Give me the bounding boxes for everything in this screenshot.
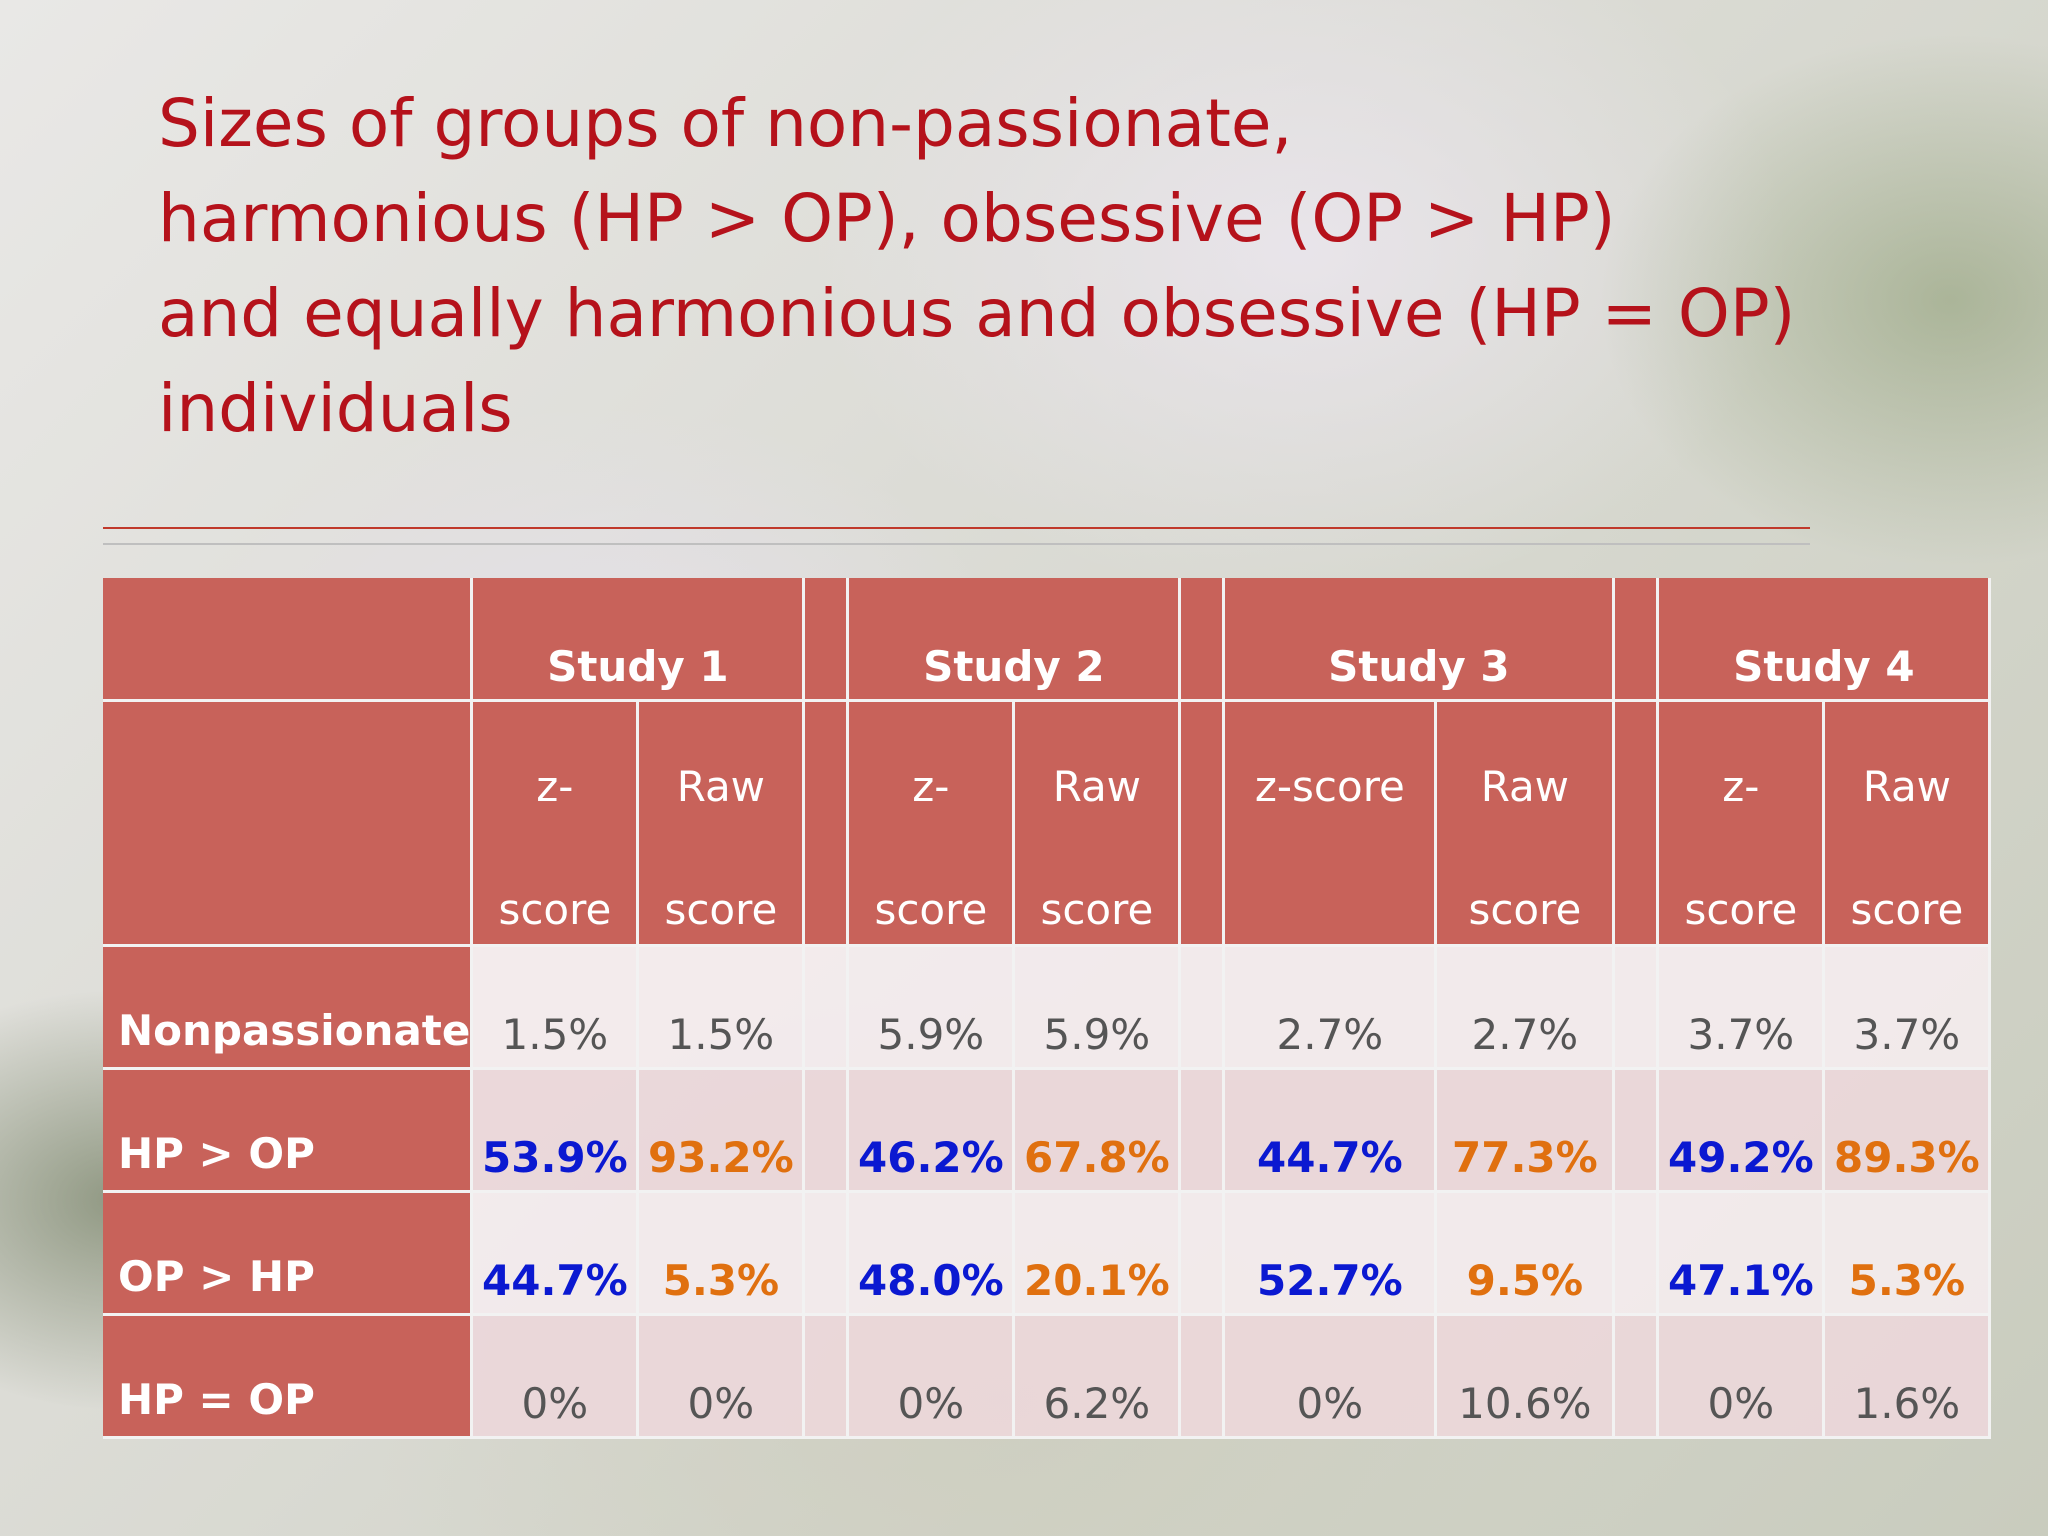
gap-cell: [1181, 1316, 1226, 1439]
title-line-4: individuals: [158, 370, 513, 447]
row-label: HP > OP: [103, 1070, 474, 1193]
s4-raw-line2: score: [1850, 885, 1964, 934]
cell-value: 0%: [473, 1316, 640, 1439]
gap-cell: [1181, 578, 1226, 702]
cell-value: 47.1%: [1659, 1193, 1826, 1316]
s1-z-line2: score: [498, 885, 612, 934]
row-label: HP = OP: [103, 1316, 474, 1439]
cell-value: 6.2%: [1015, 1316, 1182, 1439]
gap-cell: [805, 947, 850, 1070]
cell-value: 0%: [1225, 1316, 1438, 1439]
cell-value: 93.2%: [639, 1070, 806, 1193]
s4-raw-header: Raw score: [1825, 702, 1992, 947]
passion-groups-table: Study 1 Study 2 Study 3 Study 4 z-score …: [103, 578, 1992, 1439]
cell-value: 49.2%: [1659, 1070, 1826, 1193]
gap-cell: [1181, 1070, 1226, 1193]
s2-raw-line2: score: [1040, 885, 1154, 934]
row-label: OP > HP: [103, 1193, 474, 1316]
gap-cell: [1181, 947, 1226, 1070]
table-row-hp-eq-op: HP = OP 0% 0% 0% 6.2% 0% 10.6% 0% 1.6%: [103, 1316, 1992, 1439]
cell-value: 89.3%: [1825, 1070, 1992, 1193]
cell-value: 1.5%: [473, 947, 640, 1070]
table-row-op-gt-hp: OP > HP 44.7% 5.3% 48.0% 20.1% 52.7% 9.5…: [103, 1193, 1992, 1316]
score-type-header-row: z-score Raw score z-score Raw score z-scor…: [103, 702, 1992, 947]
s4-z-line1: z-: [1722, 762, 1760, 811]
cell-value: 46.2%: [849, 1070, 1016, 1193]
cell-value: 5.9%: [849, 947, 1016, 1070]
cell-value: 5.3%: [1825, 1193, 1992, 1316]
s2-z-line1: z-: [912, 762, 950, 811]
row-label: Nonpassionate: [103, 947, 474, 1070]
study-1-header: Study 1: [473, 578, 806, 702]
s2-zscore-header: z-score: [849, 702, 1016, 947]
cell-value: 44.7%: [473, 1193, 640, 1316]
s3-raw-line2: score: [1468, 885, 1582, 934]
table-row-hp-gt-op: HP > OP 53.9% 93.2% 46.2% 67.8% 44.7% 77…: [103, 1070, 1992, 1193]
s4-z-line2: score: [1684, 885, 1798, 934]
title-divider-grey: [103, 543, 1810, 545]
cell-value: 3.7%: [1659, 947, 1826, 1070]
cell-value: 5.9%: [1015, 947, 1182, 1070]
cell-value: 10.6%: [1437, 1316, 1616, 1439]
cell-value: 67.8%: [1015, 1070, 1182, 1193]
cell-value: 20.1%: [1015, 1193, 1182, 1316]
cell-value: 3.7%: [1825, 947, 1992, 1070]
title-divider-red: [103, 527, 1810, 529]
gap-cell: [805, 1193, 850, 1316]
cell-value: 2.7%: [1225, 947, 1438, 1070]
gap-cell: [1615, 1193, 1660, 1316]
gap-cell: [805, 702, 850, 947]
cell-value: 77.3%: [1437, 1070, 1616, 1193]
slide-title: Sizes of groups of non-passionate, harmo…: [158, 76, 1858, 456]
cell-value: 0%: [639, 1316, 806, 1439]
gap-cell: [805, 1070, 850, 1193]
title-line-3: and equally harmonious and obsessive (HP…: [158, 275, 1796, 352]
cell-value: 5.3%: [639, 1193, 806, 1316]
gap-cell: [1615, 702, 1660, 947]
cell-value: 2.7%: [1437, 947, 1616, 1070]
table-row-nonpassionate: Nonpassionate 1.5% 1.5% 5.9% 5.9% 2.7% 2…: [103, 947, 1992, 1070]
s3-zscore-header: z-score: [1225, 702, 1438, 947]
corner-cell: [103, 578, 474, 702]
gap-cell: [1181, 702, 1226, 947]
s3-raw-header: Raw score: [1437, 702, 1616, 947]
s1-raw-line1: Raw: [676, 762, 766, 811]
title-line-1: Sizes of groups of non-passionate,: [158, 85, 1293, 162]
cell-value: 52.7%: [1225, 1193, 1438, 1316]
title-line-2: harmonious (HP > OP), obsessive (OP > HP…: [158, 180, 1616, 257]
gap-cell: [805, 578, 850, 702]
gap-cell: [1181, 1193, 1226, 1316]
study-2-header: Study 2: [849, 578, 1182, 702]
cell-value: 9.5%: [1437, 1193, 1616, 1316]
study-header-row: Study 1 Study 2 Study 3 Study 4: [103, 578, 1992, 702]
gap-cell: [1615, 1316, 1660, 1439]
s2-raw-line1: Raw: [1052, 762, 1142, 811]
study-3-header: Study 3: [1225, 578, 1616, 702]
cell-value: 53.9%: [473, 1070, 640, 1193]
gap-cell: [1615, 578, 1660, 702]
s3-z-line1: z-score: [1254, 762, 1405, 811]
cell-value: 44.7%: [1225, 1070, 1438, 1193]
gap-cell: [1615, 1070, 1660, 1193]
s4-raw-line1: Raw: [1862, 762, 1952, 811]
gap-cell: [805, 1316, 850, 1439]
s1-raw-line2: score: [664, 885, 778, 934]
s4-zscore-header: z-score: [1659, 702, 1826, 947]
cell-value: 1.6%: [1825, 1316, 1992, 1439]
cell-value: 0%: [849, 1316, 1016, 1439]
s2-z-line2: score: [874, 885, 988, 934]
s2-raw-header: Raw score: [1015, 702, 1182, 947]
cell-value: 48.0%: [849, 1193, 1016, 1316]
s1-zscore-header: z-score: [473, 702, 640, 947]
s1-z-line1: z-: [536, 762, 574, 811]
cell-value: 0%: [1659, 1316, 1826, 1439]
s1-raw-header: Raw score: [639, 702, 806, 947]
gap-cell: [1615, 947, 1660, 1070]
study-4-header: Study 4: [1659, 578, 1992, 702]
s3-raw-line1: Raw: [1480, 762, 1570, 811]
cell-value: 1.5%: [639, 947, 806, 1070]
corner-cell: [103, 702, 474, 947]
